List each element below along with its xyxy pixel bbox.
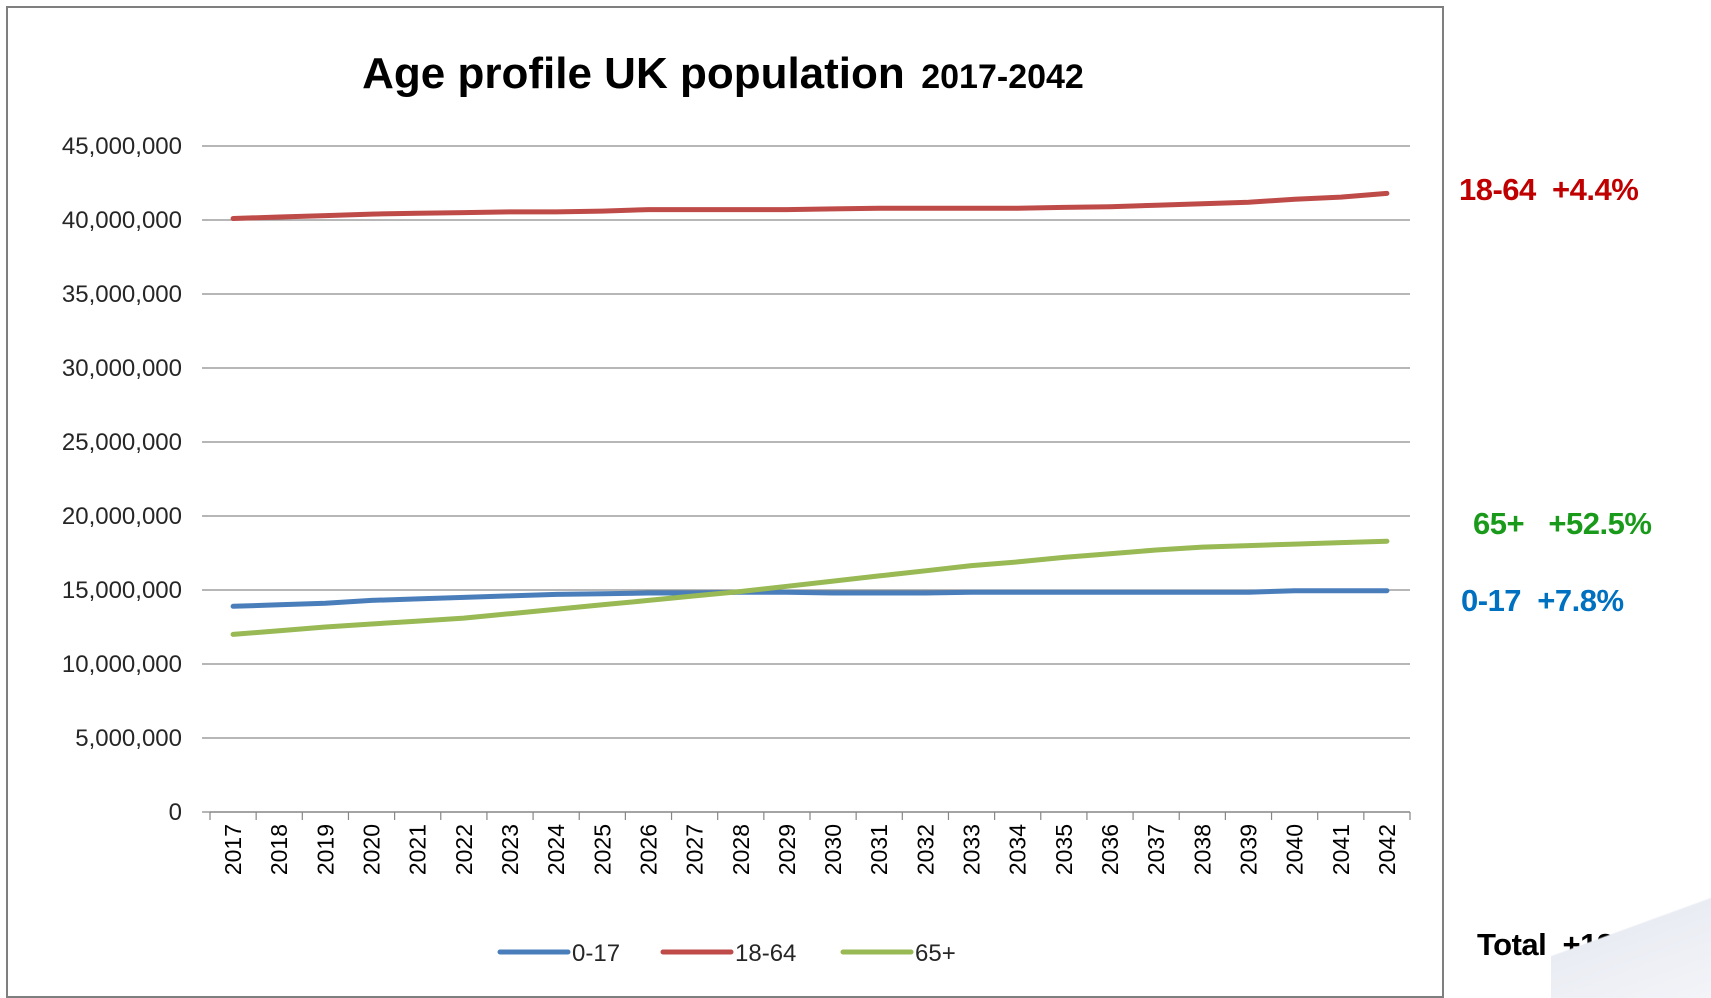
x-tick-label: 2025 [589,824,615,875]
annotation-65-plus: 65+ +52.5% [1473,506,1652,541]
y-tick-label: 5,000,000 [75,725,182,752]
corner-decoration [1551,888,1711,998]
x-tick-label: 2023 [497,824,523,875]
y-tick-label: 30,000,000 [62,355,182,382]
x-tick-label: 2039 [1235,824,1261,875]
x-tick-label: 2036 [1097,824,1123,875]
legend-label: 0-17 [572,940,620,967]
legend-label: 65+ [915,940,956,967]
annotation-18-64: 18-64 +4.4% [1459,172,1639,207]
x-tick-label: 2034 [1005,824,1031,875]
series-lines [230,190,1390,637]
x-tick-label: 2026 [635,824,661,875]
x-tick-label: 2040 [1282,824,1308,875]
x-tick-label: 2030 [820,824,846,875]
x-tick-label: 2033 [959,824,985,875]
x-tick-label: 2028 [728,824,754,875]
y-tick-label: 0 [169,799,182,826]
y-tick-label: 45,000,000 [62,133,182,160]
x-tick-label: 2042 [1374,824,1400,875]
chart-frame [6,6,1444,998]
chart-title: Age profile UK population 2017-2042 [362,49,1084,98]
x-tick-label: 2032 [912,824,938,875]
gridlines [210,145,1410,813]
y-tick-label: 10,000,000 [62,651,182,678]
y-tick-label: 15,000,000 [62,577,182,604]
chart-title-years: 2017-2042 [921,58,1084,96]
chart-title-main: Age profile UK population [362,49,905,98]
x-tick-label: 2038 [1189,824,1215,875]
x-axis-ticks: 2017 2018 2019 2020 2021 2022 2023 2024 2025 2026… [209,812,1411,875]
x-tick-label: 2020 [359,824,385,875]
y-tick-label: 25,000,000 [62,429,182,456]
x-tick-label: 2022 [451,824,477,875]
x-tick-label: 2027 [682,824,708,875]
legend: 0-17 18-64 65+ [497,940,956,967]
series-line-0-17 [230,588,1390,609]
x-tick-label: 2021 [405,824,431,875]
x-tick-label: 2031 [866,824,892,875]
x-tick-label: 2035 [1051,824,1077,875]
x-tick-label: 2024 [543,824,569,875]
x-tick-label: 2029 [774,824,800,875]
y-tick-label: 35,000,000 [62,281,182,308]
legend-label: 18-64 [735,940,796,967]
x-tick-label: 2017 [220,824,246,875]
series-line-18-64 [230,190,1390,221]
annotation-0-17: 0-17 +7.8% [1461,583,1624,618]
x-tick-label: 2041 [1328,824,1354,875]
series-line-65+ [230,538,1390,637]
y-tick-label: 40,000,000 [62,207,182,234]
x-tick-label: 2037 [1143,824,1169,875]
x-tick-label: 2019 [312,824,338,875]
y-axis-ticks: 0 5,000,000 10,000,000 15,000,000 20,000,000… [62,133,210,826]
x-tick-label: 2018 [266,824,292,875]
y-tick-label: 20,000,000 [62,503,182,530]
